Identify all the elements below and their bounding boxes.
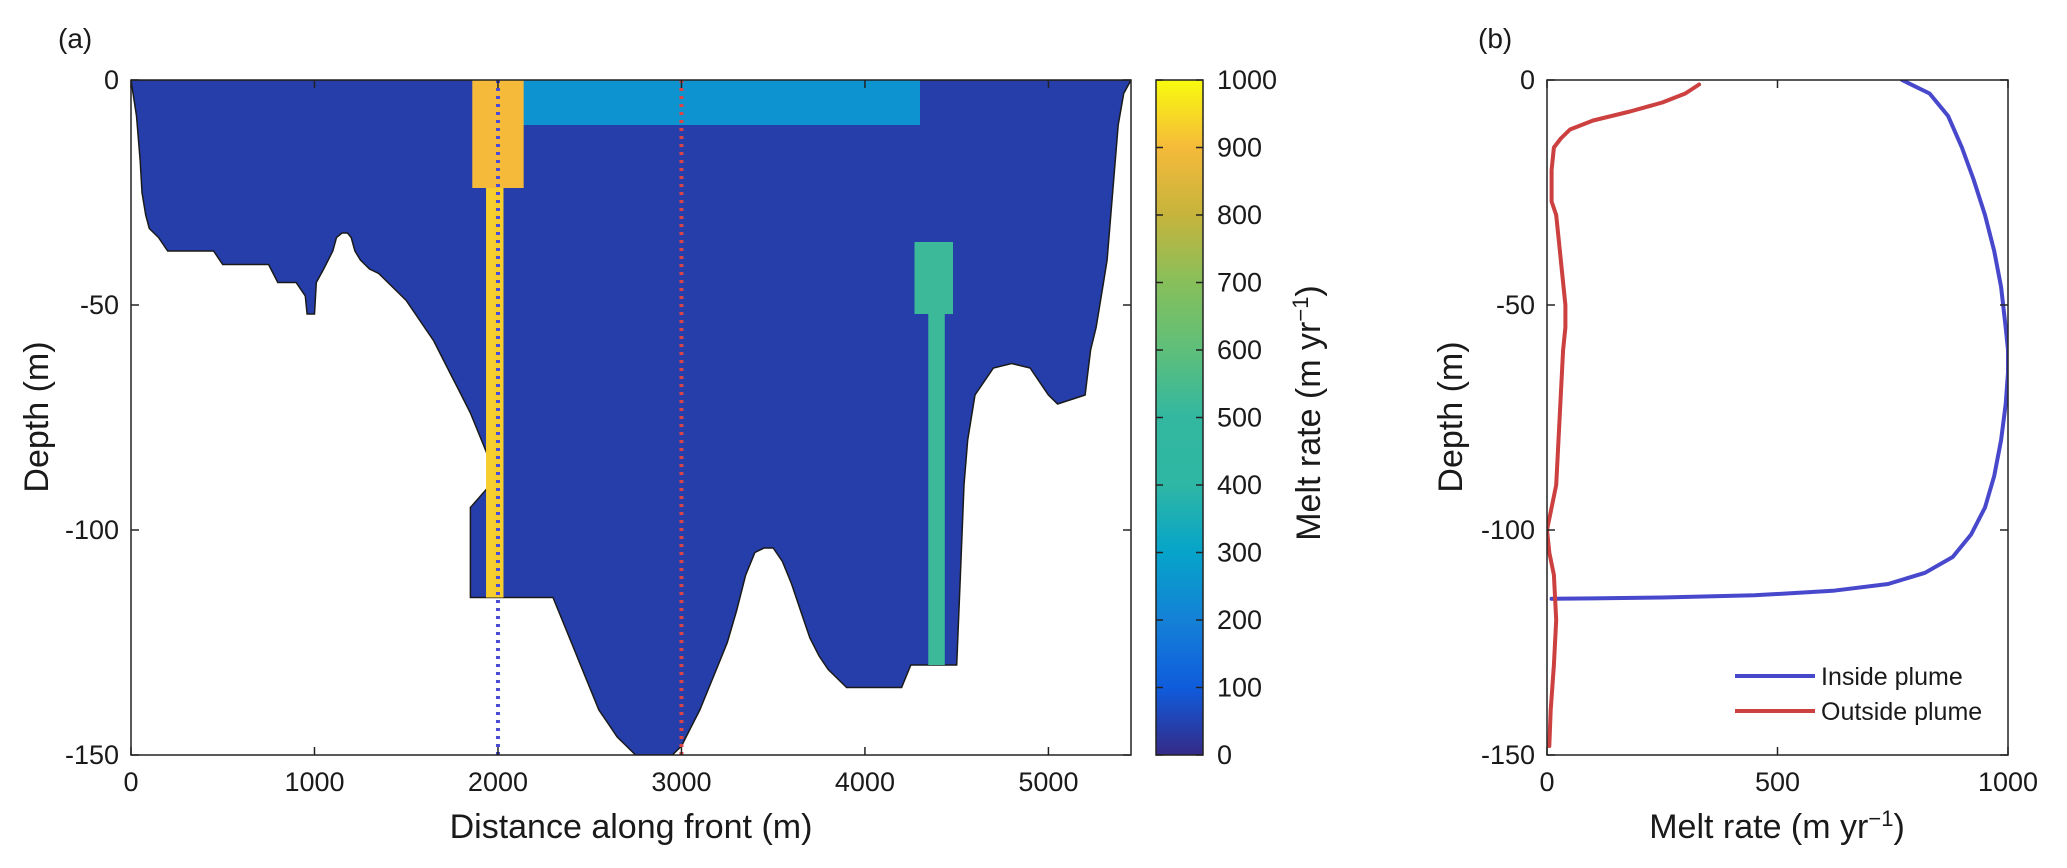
panel-b-bg (1547, 80, 2008, 755)
plume-right-column (928, 314, 945, 665)
colorbar-tick-label: 0 (1217, 740, 1232, 770)
panel-a-frame (130, 79, 1132, 756)
a-ytick-label: -50 (80, 290, 119, 320)
panel-b: 0 500 1000 0 -50 -100 -150 Inside plume Outside… (1481, 65, 2038, 797)
b-xtick-label: 1000 (1978, 767, 2038, 797)
a-xtick-label: 5000 (1018, 767, 1078, 797)
plume-column (486, 188, 504, 598)
colorbar-tick-label: 500 (1217, 403, 1262, 433)
colorbar-tick-label: 100 (1217, 673, 1262, 703)
b-xtick-label: 0 (1539, 767, 1554, 797)
legend-label-1: Outside plume (1821, 698, 1982, 726)
panel-b-series (1547, 80, 2008, 748)
colorbar-label: Melt rate (m yr−1) (1288, 285, 1328, 541)
a-ytick-label: -150 (65, 740, 119, 770)
colorbar-ticks: 0 100 200 300 400 500 600 700 800 900 1000 (1156, 65, 1277, 770)
panel-b-label: (b) (1478, 23, 1512, 54)
colorbar-fill (1156, 80, 1203, 755)
colorbar-tick-label: 300 (1217, 538, 1262, 568)
colorbar-tick-label: 200 (1217, 605, 1262, 635)
colorbar-tick-label: 900 (1217, 133, 1262, 163)
panel-a-xlabel: Distance along front (m) (450, 808, 813, 846)
colorbar-tick-label: 700 (1217, 268, 1262, 298)
series-line-0 (1549, 80, 2008, 601)
colorbar: 0 100 200 300 400 500 600 700 800 900 1000 (1155, 65, 1277, 770)
colorbar-tick-label: 400 (1217, 470, 1262, 500)
series-line-1 (1547, 82, 1702, 748)
b-ytick-label: 0 (1520, 65, 1535, 95)
cross-section-field (131, 80, 1131, 755)
melt-rate-field (131, 80, 1131, 755)
colorbar-tick-label: 800 (1217, 200, 1262, 230)
a-xtick-label: 4000 (835, 767, 895, 797)
b-ytick-label: -150 (1481, 740, 1535, 770)
a-xtick-label: 1000 (284, 767, 344, 797)
panel-b-ticks: 0 500 1000 0 -50 -100 -150 (1481, 65, 2038, 797)
surface-melt-band (479, 80, 920, 125)
panel-a-ylabel: Depth (m) (18, 341, 56, 492)
a-xtick-label: 3000 (651, 767, 711, 797)
a-ytick-label: -100 (65, 515, 119, 545)
a-xtick-label: 2000 (468, 767, 528, 797)
colorbar-tick-label: 600 (1217, 335, 1262, 365)
legend: Inside plume Outside plume (1735, 663, 1982, 726)
panel-b-xlabel: Melt rate (m yr−1) (1649, 806, 1905, 846)
colorbar-tick-label: 1000 (1217, 65, 1277, 95)
panel-a-label: (a) (58, 23, 92, 54)
legend-label-0: Inside plume (1821, 663, 1963, 691)
a-xtick-label: 0 (123, 767, 138, 797)
panel-b-ylabel: Depth (m) (1432, 341, 1470, 492)
panel-a-ticks: 0 1000 2000 3000 4000 5000 0 -50 -100 -150 (65, 65, 1131, 797)
b-xtick-label: 500 (1755, 767, 1800, 797)
a-ytick-label: 0 (104, 65, 119, 95)
b-ytick-label: -100 (1481, 515, 1535, 545)
plume-right-upper-block (914, 242, 954, 314)
panel-a: 0 1000 2000 3000 4000 5000 0 -50 -100 -150 (65, 65, 1132, 797)
profile-lines (495, 80, 684, 755)
b-ytick-label: -50 (1496, 290, 1535, 320)
